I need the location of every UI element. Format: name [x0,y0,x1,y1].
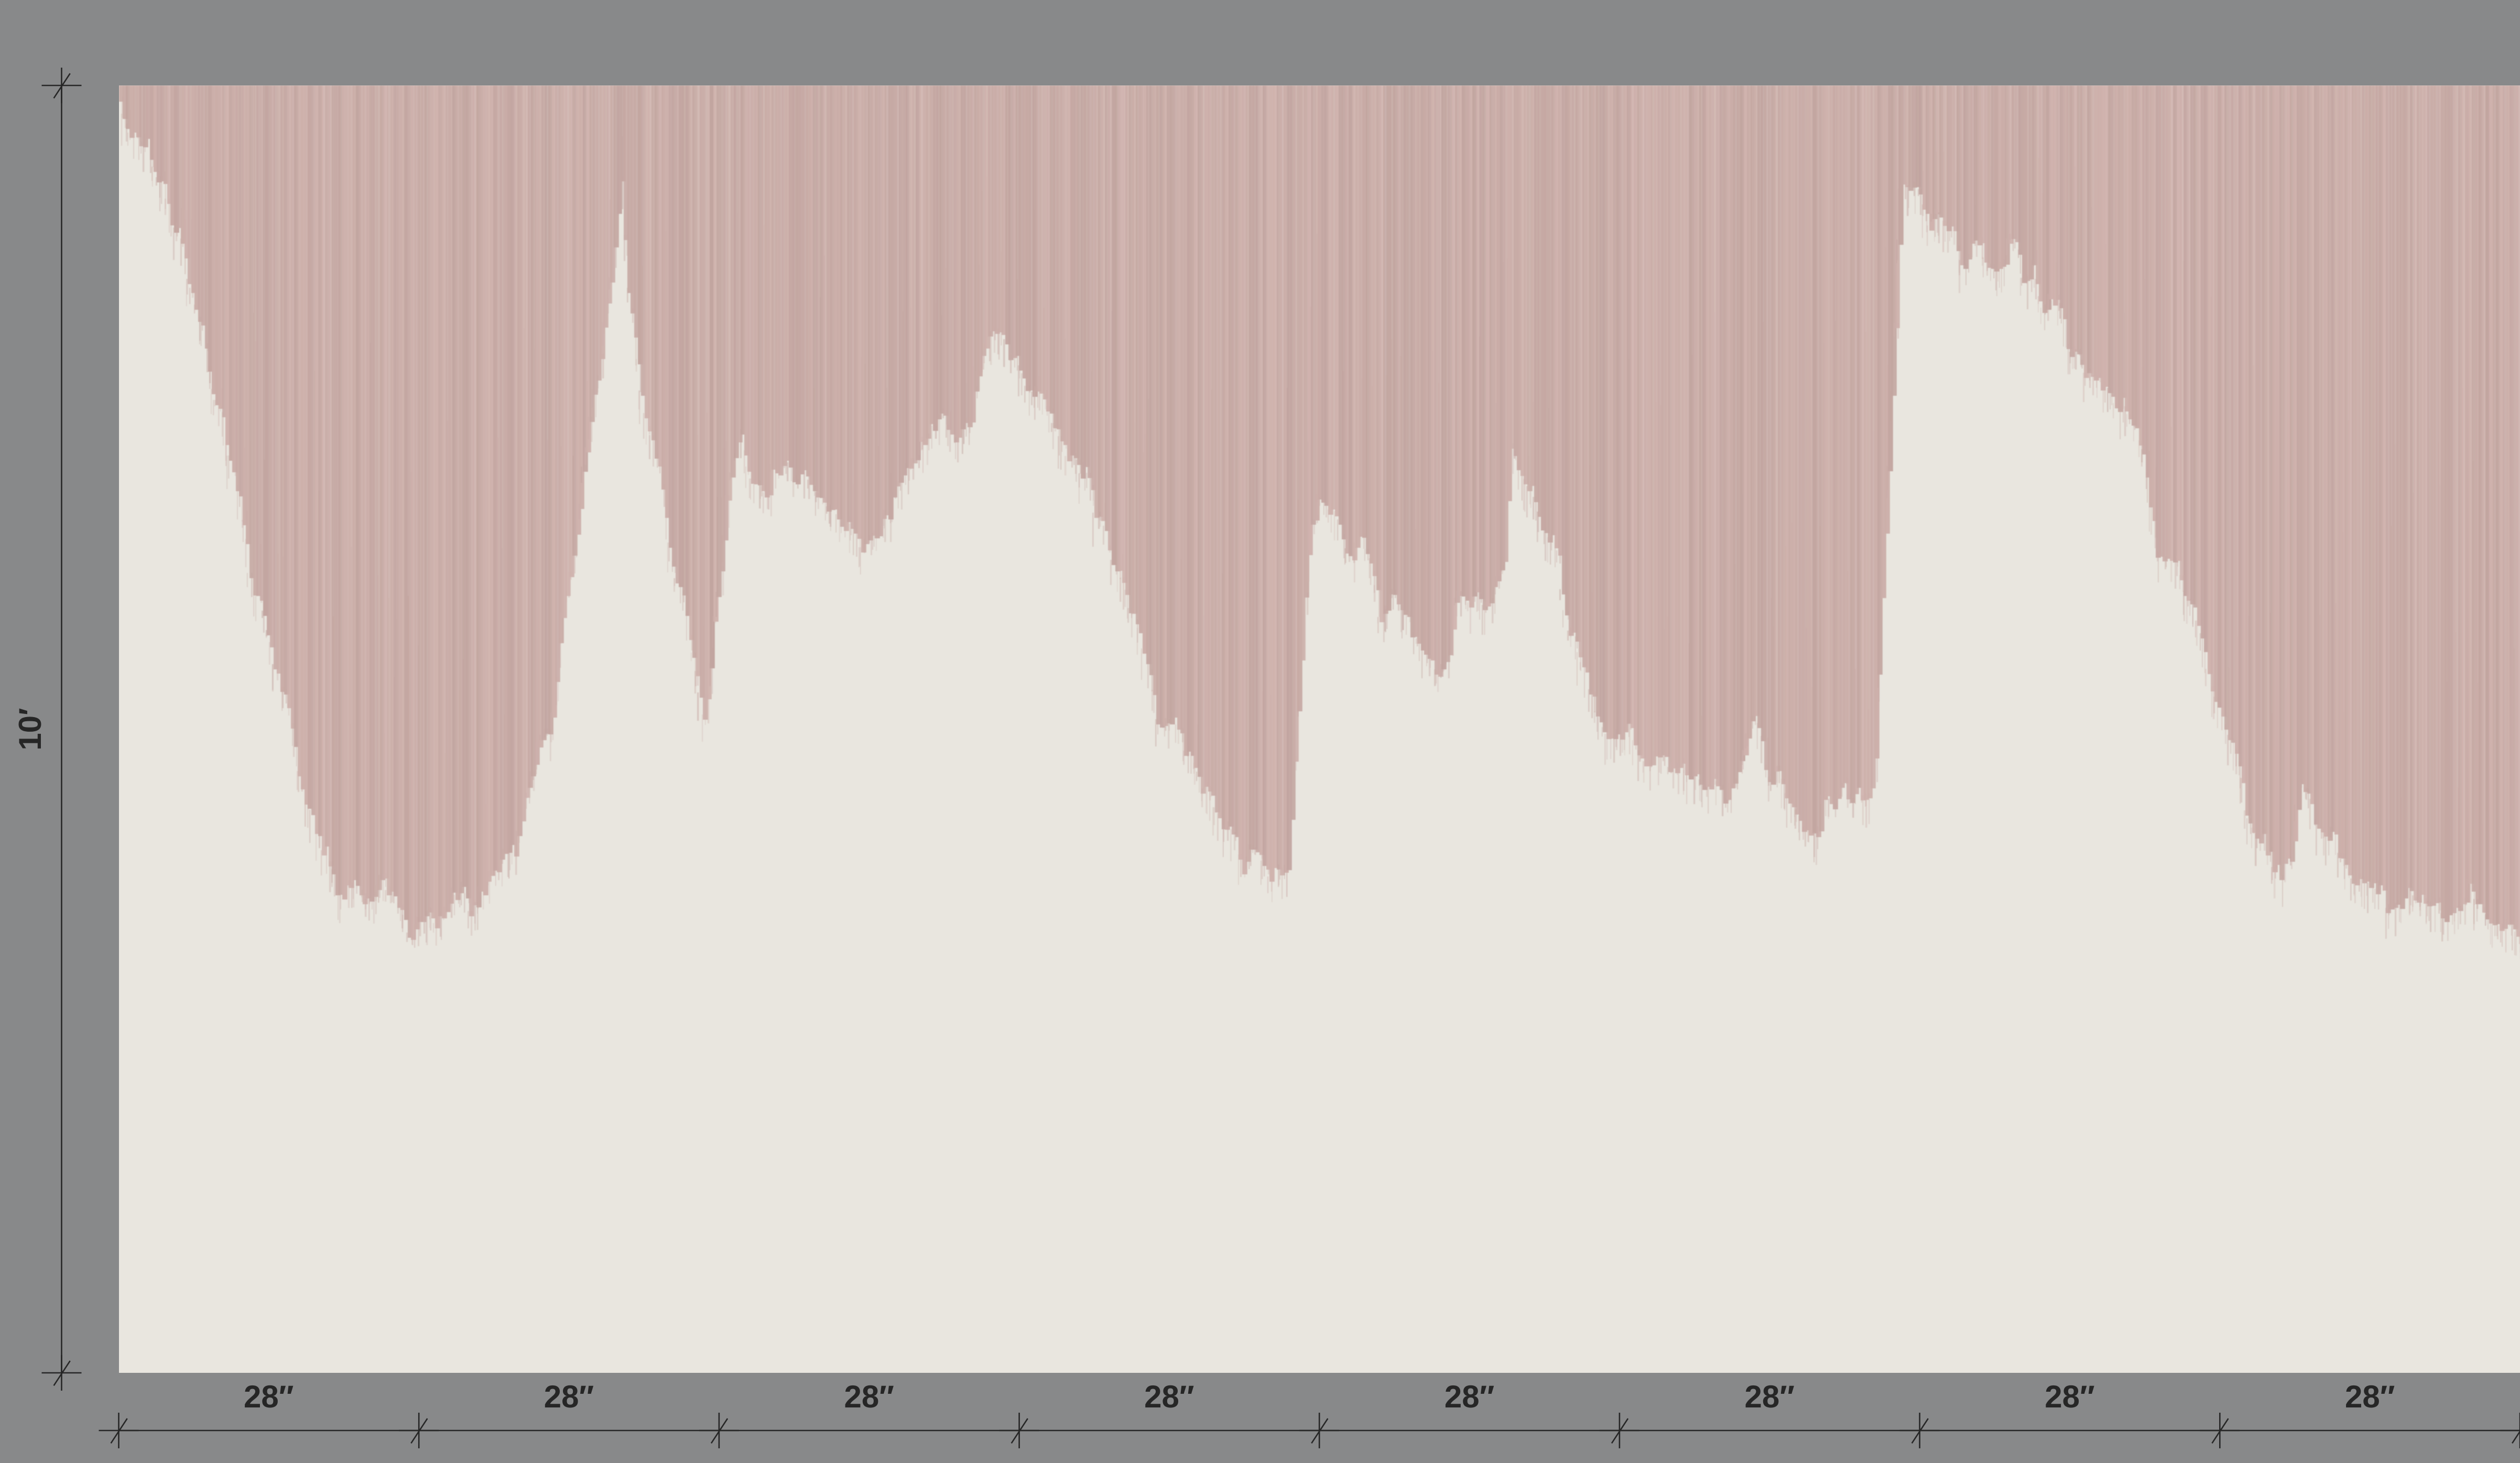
svg-text:28″: 28″ [844,1379,894,1414]
svg-text:10′: 10′ [13,708,48,750]
svg-text:28″: 28″ [544,1379,594,1414]
svg-text:28″: 28″ [1144,1379,1194,1414]
svg-text:28″: 28″ [1444,1379,1494,1414]
svg-text:28″: 28″ [1745,1379,1795,1414]
svg-text:28″: 28″ [2345,1379,2395,1414]
svg-text:28″: 28″ [244,1379,294,1414]
svg-text:28″: 28″ [2045,1379,2094,1414]
